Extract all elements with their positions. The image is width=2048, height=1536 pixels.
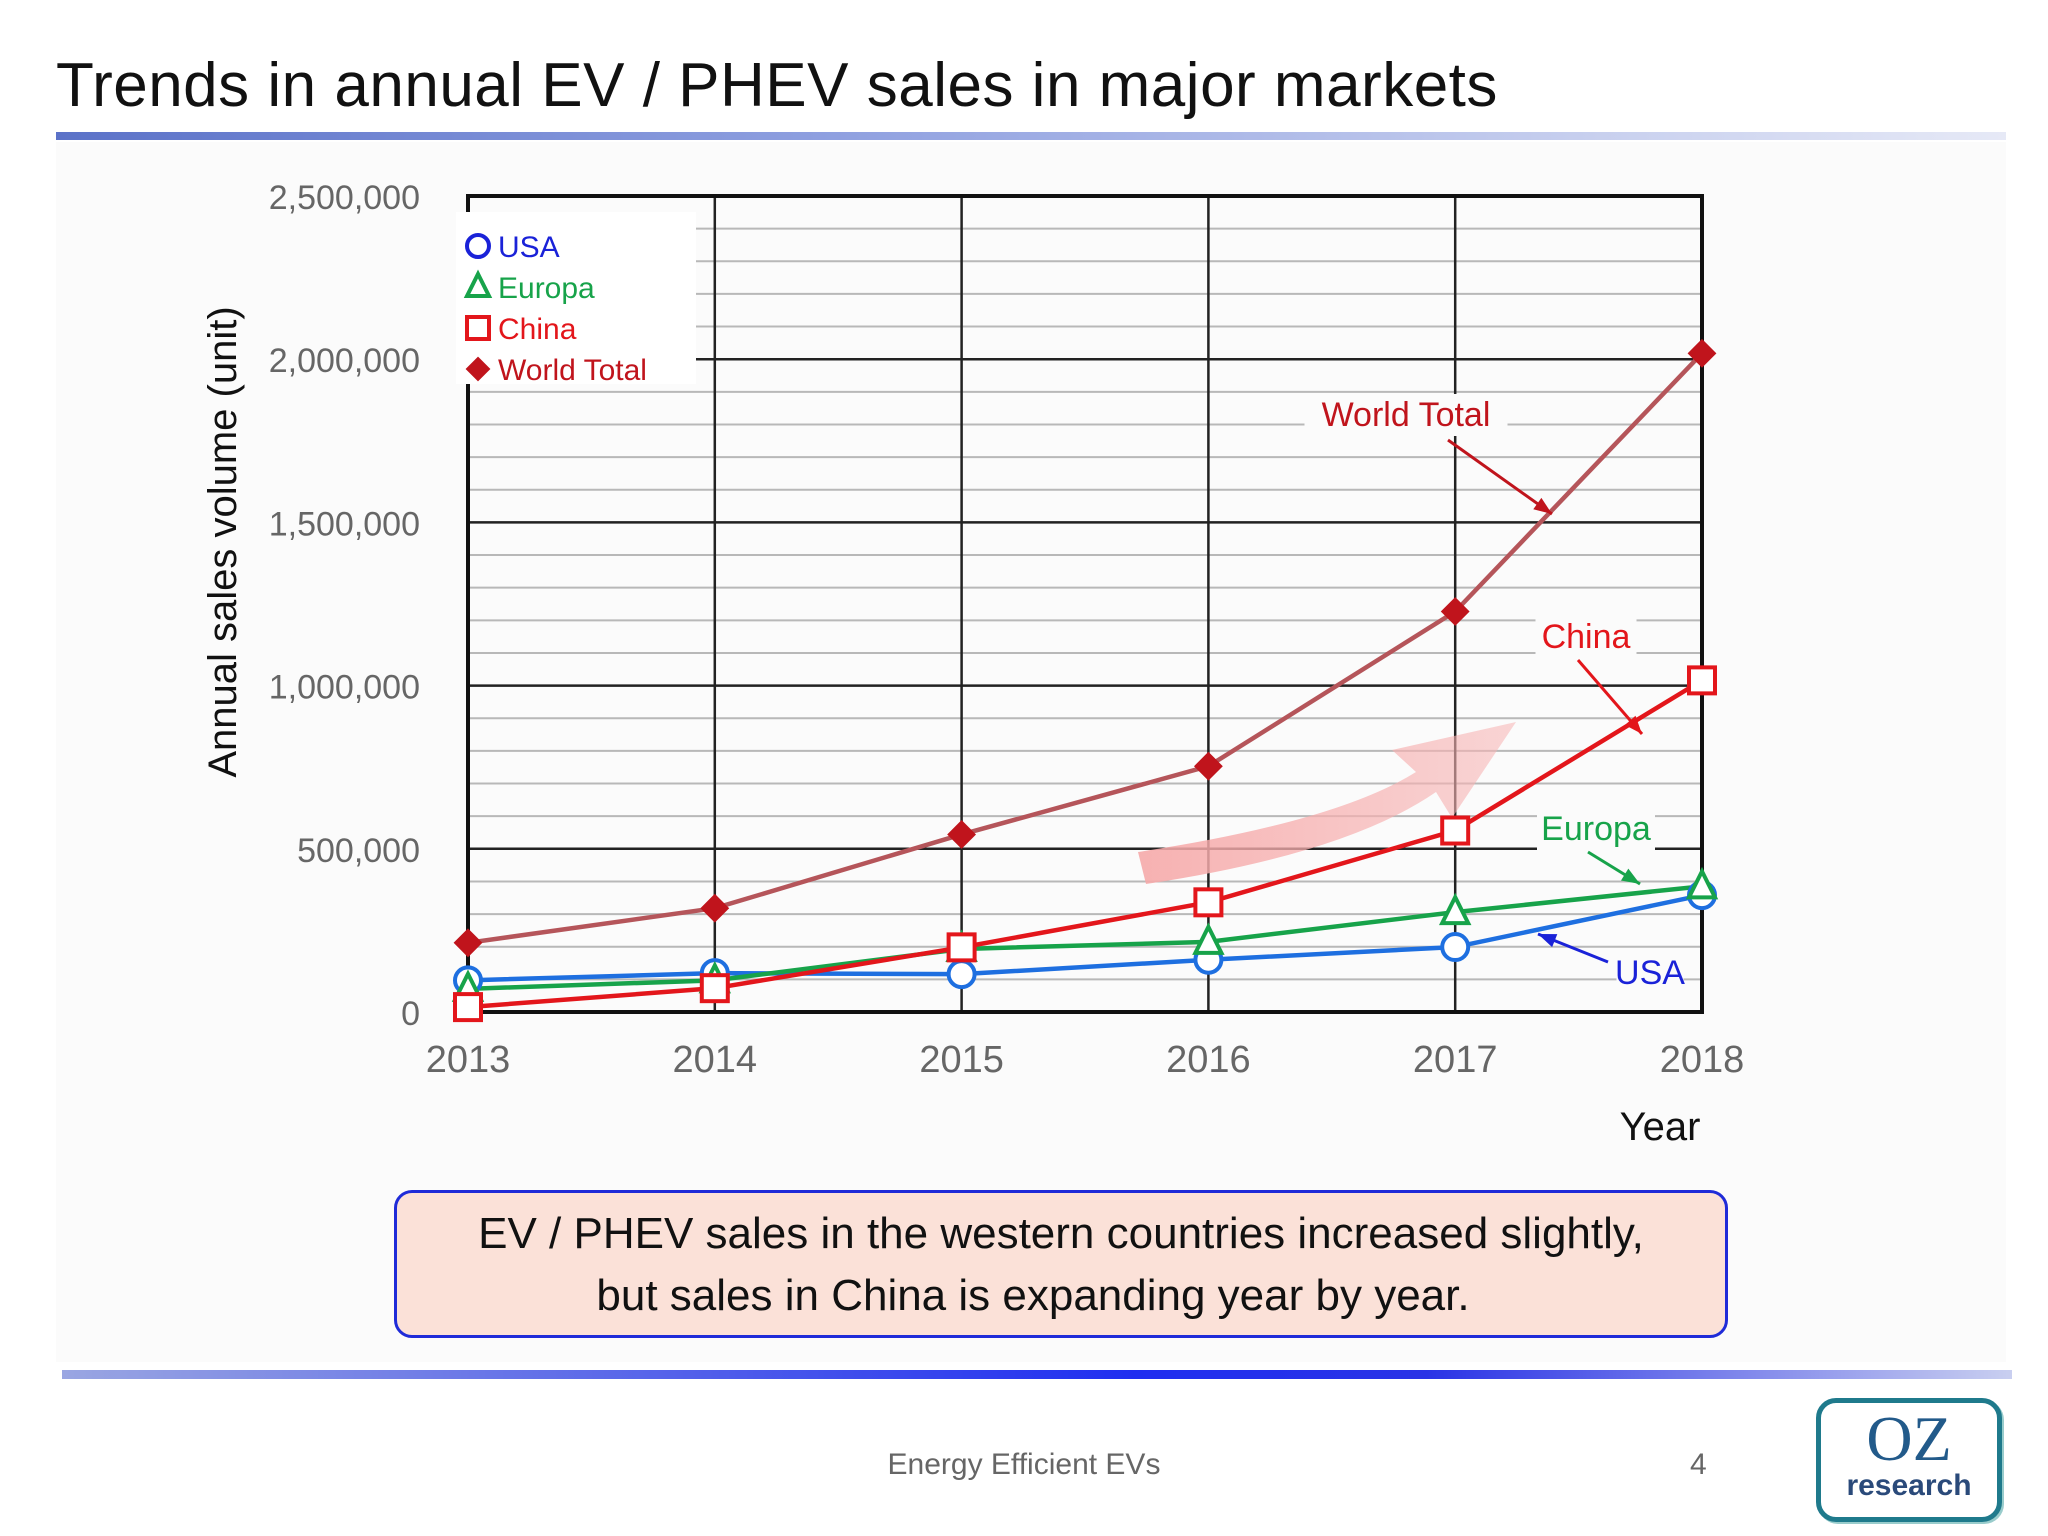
- series-line-world-total: [467, 351, 1704, 946]
- legend-marker-world-total: [465, 356, 491, 382]
- callout-bg-europa: [1537, 808, 1655, 850]
- slide-title: Trends in annual EV / PHEV sales in majo…: [56, 51, 1498, 120]
- series-line-usa: [467, 892, 1703, 983]
- callout-arrowhead-usa: [1538, 934, 1558, 948]
- callout-line-1: EV / PHEV sales in the western countries…: [478, 1209, 1644, 1258]
- callout-arrowhead-china: [1624, 715, 1642, 734]
- y-axis-title: Annual sales volume (unit): [201, 306, 245, 777]
- page-number: 4: [1690, 1448, 1707, 1481]
- data-point-china: [1193, 887, 1224, 918]
- chart-panel: 0 500,000 1,000,000 1,500,000 2,000,000 2,500…: [56, 142, 2006, 1362]
- callout-line-2: but sales in China is expanding year by …: [596, 1271, 1470, 1320]
- data-point-china: [946, 932, 977, 963]
- legend-box: [456, 212, 696, 384]
- y-tick-label: 2,500,000: [269, 179, 420, 217]
- callout-label-europa: Europa: [1541, 810, 1651, 848]
- data-point-world-total: [1193, 751, 1223, 781]
- data-point-world-total: [700, 893, 730, 923]
- data-point-world-total: [1687, 338, 1717, 368]
- data-point-china: [699, 973, 730, 1004]
- callout-label-world-total: World Total: [1322, 396, 1491, 434]
- data-point-world-total: [947, 820, 977, 849]
- callout-label-china: China: [1542, 618, 1631, 656]
- data-point-usa: [946, 959, 977, 990]
- plot-frame: [466, 194, 1704, 1014]
- x-tick-label: 2013: [426, 1039, 511, 1081]
- callout-arrowhead-world-total: [1533, 497, 1552, 514]
- data-point-china: [453, 992, 483, 1023]
- x-tick-label: 2014: [673, 1039, 758, 1081]
- data-point-europa: [1192, 922, 1225, 955]
- y-tick-label: 0: [401, 995, 420, 1033]
- series-line-europa: [467, 884, 1703, 992]
- data-point-europa: [1685, 866, 1719, 900]
- logo-text-research: research: [1846, 1469, 1972, 1502]
- series-line-china: [467, 678, 1704, 1010]
- callout-bg-world-total: [1304, 394, 1508, 436]
- data-point-usa: [1440, 932, 1471, 963]
- x-axis-title: Year: [1620, 1105, 1701, 1149]
- x-tick-label: 2016: [1166, 1039, 1251, 1081]
- y-tick-label: 1,000,000: [269, 669, 420, 707]
- x-tick-label: 2018: [1660, 1039, 1745, 1081]
- data-point-europa: [1438, 892, 1472, 926]
- callout-bg-usa: [1616, 952, 1684, 994]
- legend-label-europa: Europa: [498, 272, 595, 305]
- data-point-world-total: [1440, 597, 1470, 626]
- legend-marker-china: [465, 315, 491, 341]
- trend-arrow: [1138, 722, 1516, 884]
- data-point-china: [1440, 815, 1471, 846]
- x-tick-label: 2017: [1413, 1039, 1498, 1081]
- callout-label-usa: USA: [1615, 954, 1685, 992]
- x-tick-label: 2015: [919, 1039, 1004, 1081]
- summary-callout: EV / PHEV sales in the western countries…: [394, 1190, 1728, 1338]
- callout-arrowhead-europa: [1621, 868, 1640, 884]
- logo-text-oz: OZ: [1866, 1403, 1952, 1474]
- title-divider: [56, 132, 2006, 140]
- legend-label-china: China: [498, 313, 577, 346]
- legend-label-usa: USA: [498, 231, 560, 264]
- data-point-world-total: [453, 928, 483, 958]
- legend-marker-europa: [463, 269, 493, 298]
- oz-research-logo: OZ research: [1816, 1398, 2002, 1522]
- y-tick-label: 1,500,000: [269, 505, 420, 543]
- line-chart: 0 500,000 1,000,000 1,500,000 2,000,000 2,500…: [201, 179, 1745, 1149]
- y-tick-label: 500,000: [297, 832, 420, 870]
- legend-label-world-total: World Total: [498, 354, 647, 387]
- callout-leader-world-total: [1447, 438, 1553, 516]
- footer-title: Energy Efficient EVs: [887, 1448, 1161, 1481]
- callout-bg-china: [1535, 616, 1637, 658]
- legend-marker-usa: [465, 233, 491, 259]
- data-point-china: [1687, 665, 1717, 696]
- footer-divider: [62, 1370, 2012, 1379]
- y-tick-label: 2,000,000: [269, 342, 420, 380]
